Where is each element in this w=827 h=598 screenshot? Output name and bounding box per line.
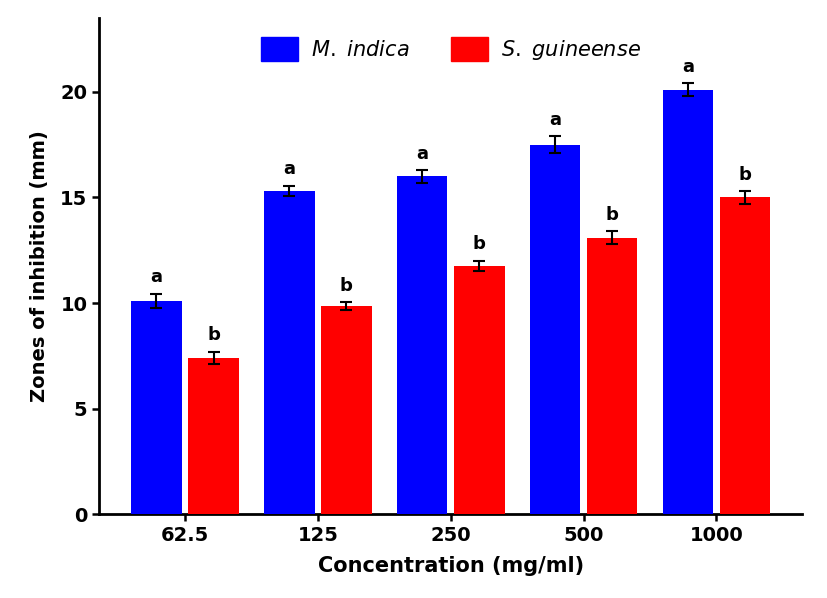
Text: a: a — [682, 58, 694, 76]
Y-axis label: Zones of inhibition (mm): Zones of inhibition (mm) — [30, 130, 49, 402]
Bar — [662, 90, 713, 514]
Bar — [264, 191, 314, 514]
Text: b: b — [739, 166, 752, 184]
Bar — [454, 266, 504, 514]
Legend: $\it{M.\ indica}$, $\it{S.\ guineense}$: $\it{M.\ indica}$, $\it{S.\ guineense}$ — [252, 28, 649, 70]
Text: a: a — [151, 268, 162, 286]
Text: b: b — [207, 327, 220, 344]
Text: a: a — [549, 111, 561, 129]
Bar — [131, 301, 182, 514]
Text: b: b — [473, 236, 485, 254]
Bar — [189, 358, 239, 514]
Bar — [530, 145, 581, 514]
Text: a: a — [416, 145, 428, 163]
Text: b: b — [605, 206, 619, 224]
Bar — [719, 197, 770, 514]
X-axis label: Concentration (mg/ml): Concentration (mg/ml) — [318, 556, 584, 576]
Text: a: a — [284, 160, 295, 178]
Text: b: b — [340, 277, 353, 295]
Bar — [321, 306, 371, 514]
Bar — [587, 237, 638, 514]
Bar — [397, 176, 447, 514]
